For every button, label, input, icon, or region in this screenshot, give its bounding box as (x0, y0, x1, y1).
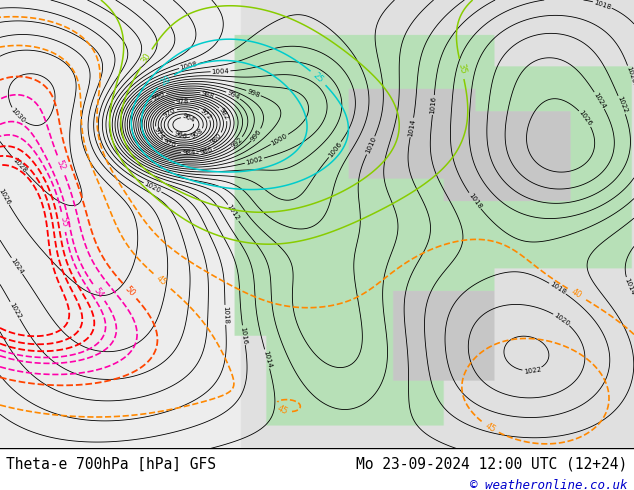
Text: 40: 40 (569, 287, 583, 300)
Text: 1028: 1028 (11, 156, 27, 173)
Text: 1026: 1026 (0, 187, 11, 206)
Text: 1026: 1026 (578, 109, 593, 127)
Text: 1014: 1014 (623, 277, 634, 296)
Text: 1014: 1014 (408, 118, 417, 137)
Text: 996: 996 (250, 128, 263, 142)
Text: 1006: 1006 (327, 141, 343, 159)
Text: 52: 52 (55, 158, 67, 172)
Text: 964: 964 (181, 113, 196, 124)
Text: 30: 30 (139, 51, 153, 65)
Text: 968: 968 (190, 128, 204, 140)
Text: 50: 50 (123, 284, 136, 298)
Text: 1002: 1002 (245, 155, 264, 166)
Text: 1030: 1030 (10, 107, 26, 124)
Text: 45: 45 (275, 403, 288, 416)
Text: 1024: 1024 (592, 91, 607, 110)
Text: 35: 35 (456, 63, 467, 75)
Text: 1018: 1018 (222, 306, 229, 324)
Text: Mo 23-09-2024 12:00 UTC (12+24): Mo 23-09-2024 12:00 UTC (12+24) (356, 457, 628, 472)
Text: 980: 980 (209, 132, 223, 146)
Text: 1024: 1024 (10, 257, 25, 275)
Text: 1018: 1018 (593, 0, 612, 10)
Text: © weatheronline.co.uk: © weatheronline.co.uk (470, 479, 628, 490)
Text: 55: 55 (58, 216, 69, 228)
Text: 1016: 1016 (430, 96, 437, 114)
Text: 1022: 1022 (523, 366, 541, 375)
Text: 978: 978 (176, 98, 190, 104)
Text: 25: 25 (311, 71, 325, 85)
Text: 54: 54 (92, 286, 105, 299)
Text: 970: 970 (162, 106, 177, 119)
Text: 990: 990 (152, 91, 166, 102)
Text: 994: 994 (226, 90, 240, 101)
Text: 1020: 1020 (625, 66, 634, 84)
Text: 1020: 1020 (553, 312, 571, 327)
Text: 1000: 1000 (270, 132, 289, 147)
Text: 998: 998 (246, 88, 261, 98)
Text: 984: 984 (182, 149, 195, 156)
Text: 966: 966 (172, 130, 188, 140)
Text: 1022: 1022 (616, 96, 628, 114)
Text: 1012: 1012 (226, 204, 241, 222)
Text: 974: 974 (152, 126, 165, 141)
Text: 20: 20 (158, 74, 172, 88)
Text: 45: 45 (154, 273, 168, 287)
Text: Theta-e 700hPa [hPa] GFS: Theta-e 700hPa [hPa] GFS (6, 457, 216, 472)
Text: 1018: 1018 (548, 281, 567, 296)
Text: 972: 972 (198, 107, 212, 121)
Text: 986: 986 (199, 147, 214, 156)
Text: 1018: 1018 (467, 192, 482, 210)
Text: 1008: 1008 (179, 61, 198, 71)
Text: 988: 988 (200, 90, 215, 99)
Text: 1020: 1020 (143, 181, 162, 194)
Text: 45: 45 (483, 421, 497, 434)
Text: 1022: 1022 (8, 301, 22, 319)
Text: 992: 992 (230, 136, 244, 149)
Text: 1014: 1014 (262, 349, 273, 368)
Text: 1010: 1010 (365, 136, 377, 155)
Text: 976: 976 (162, 138, 177, 148)
Text: 1004: 1004 (212, 68, 230, 75)
Text: 1016: 1016 (240, 326, 248, 344)
Text: 982: 982 (218, 107, 230, 121)
